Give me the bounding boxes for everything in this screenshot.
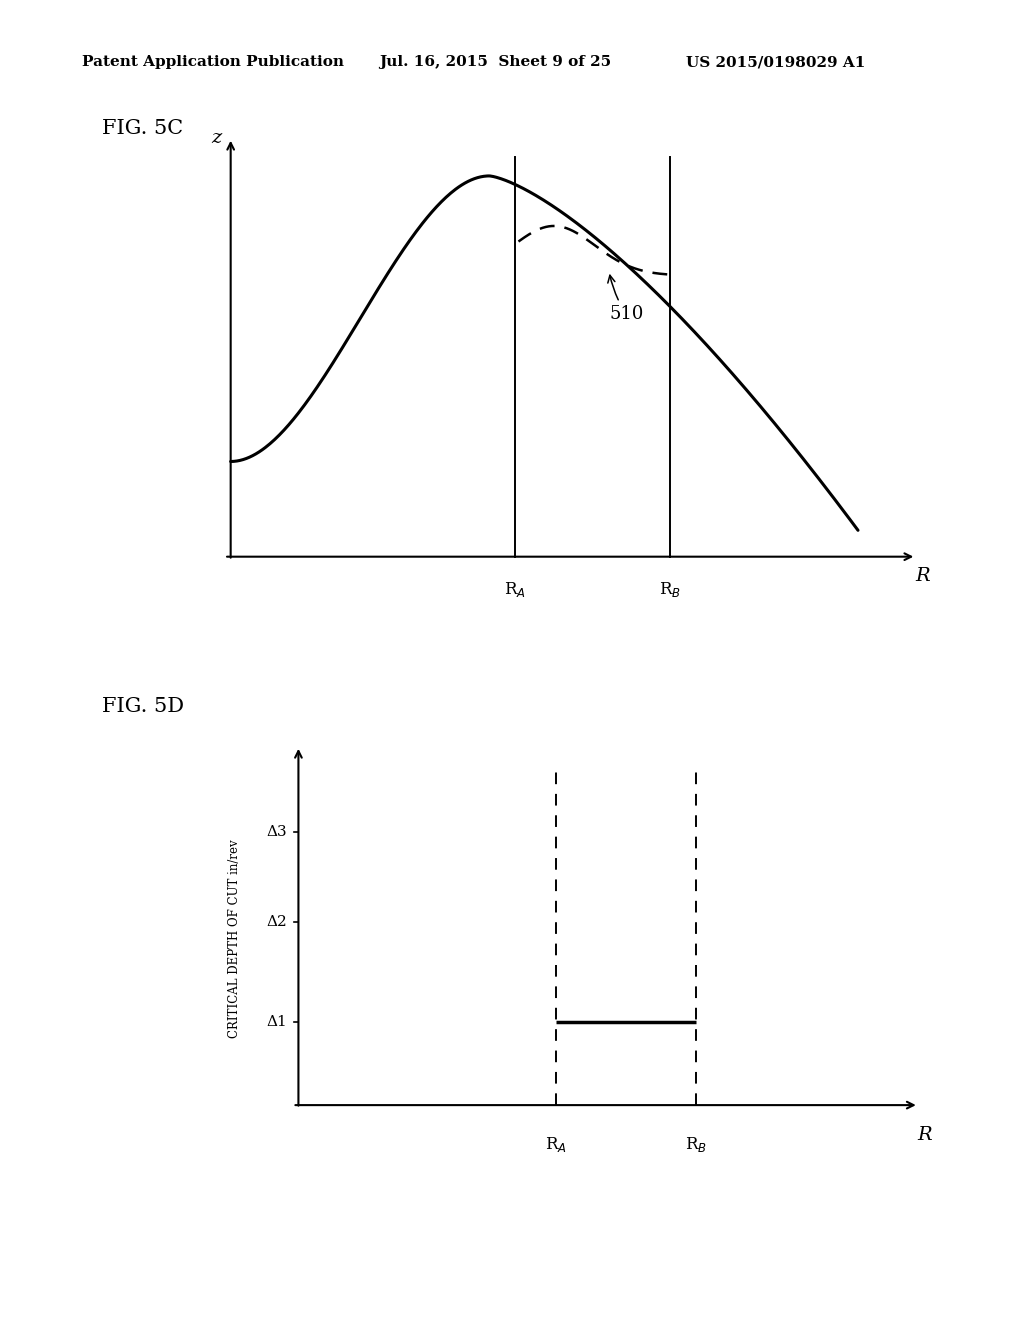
Text: Δ3: Δ3 xyxy=(266,825,287,840)
Text: Jul. 16, 2015  Sheet 9 of 25: Jul. 16, 2015 Sheet 9 of 25 xyxy=(379,55,611,70)
Text: R: R xyxy=(915,566,930,585)
Text: z: z xyxy=(211,129,221,147)
Text: Patent Application Publication: Patent Application Publication xyxy=(82,55,344,70)
Text: R$_A$: R$_A$ xyxy=(504,579,526,598)
Text: R$_A$: R$_A$ xyxy=(545,1135,567,1154)
Text: FIG. 5C: FIG. 5C xyxy=(102,119,183,137)
Text: CRITICAL DEPTH OF CUT in/rev: CRITICAL DEPTH OF CUT in/rev xyxy=(227,840,241,1038)
Text: Δ1: Δ1 xyxy=(266,1015,287,1030)
Text: 510: 510 xyxy=(608,276,643,323)
Text: US 2015/0198029 A1: US 2015/0198029 A1 xyxy=(686,55,865,70)
Text: Δ2: Δ2 xyxy=(266,915,287,929)
Text: FIG. 5D: FIG. 5D xyxy=(102,697,184,715)
Text: R$_B$: R$_B$ xyxy=(659,579,681,598)
Text: R: R xyxy=(918,1126,932,1144)
Text: R$_B$: R$_B$ xyxy=(685,1135,708,1154)
